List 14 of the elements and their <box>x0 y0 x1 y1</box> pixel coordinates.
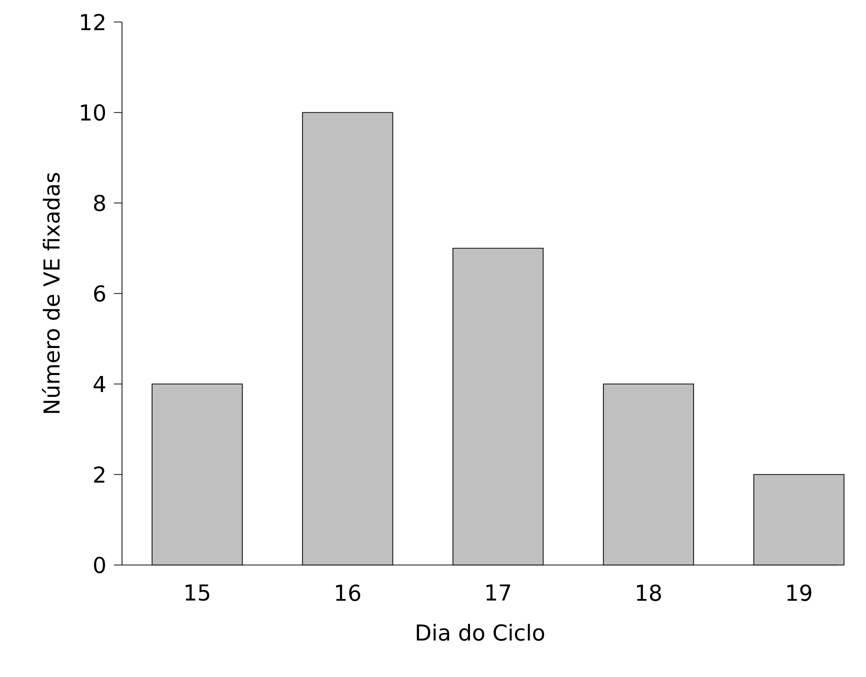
y-tick-label: 12 <box>81 14 104 30</box>
x-tick-label: 18 <box>636 584 661 602</box>
x-tick-label: 16 <box>336 584 360 602</box>
y-tick-label: 6 <box>94 285 106 302</box>
y-tick-label: 10 <box>81 104 106 121</box>
x-tick-label: 17 <box>486 584 510 600</box>
x-tick-label: 15 <box>186 584 210 601</box>
x-axis-title: Dia do Ciclo <box>416 624 544 641</box>
y-tick-label: 4 <box>94 376 106 392</box>
y-tick-label: 2 <box>94 466 104 483</box>
x-tick-label: 19 <box>787 584 812 602</box>
y-tick-label: 8 <box>94 194 106 212</box>
y-tick-label: 0 <box>94 556 106 574</box>
y-axis-title: Número de VE fixadas <box>42 172 60 413</box>
